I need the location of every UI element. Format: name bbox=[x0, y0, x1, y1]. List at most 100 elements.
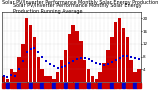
Bar bbox=[2, 76, 5, 82]
Bar bbox=[6, 79, 9, 82]
Point bbox=[134, 57, 136, 59]
Bar bbox=[126, 38, 129, 82]
Bar bbox=[56, 72, 59, 82]
Bar bbox=[137, 83, 141, 88]
Bar bbox=[114, 83, 117, 88]
Bar bbox=[75, 83, 79, 88]
Bar bbox=[64, 50, 67, 82]
Bar bbox=[79, 41, 83, 82]
Bar bbox=[83, 60, 86, 82]
Point bbox=[10, 74, 12, 76]
Text: Solar PV/Inverter Performance Monthly Solar Energy Production Running Average: Solar PV/Inverter Performance Monthly So… bbox=[13, 3, 141, 14]
Point bbox=[95, 62, 98, 64]
Point bbox=[45, 60, 47, 62]
Bar bbox=[40, 83, 44, 88]
Bar bbox=[114, 22, 117, 82]
Point bbox=[6, 76, 9, 78]
Bar bbox=[106, 50, 110, 82]
Bar bbox=[60, 83, 63, 88]
Point bbox=[22, 60, 24, 62]
Bar bbox=[91, 83, 94, 88]
Point bbox=[72, 60, 74, 62]
Bar bbox=[29, 83, 32, 88]
Bar bbox=[33, 38, 36, 82]
Bar bbox=[10, 69, 13, 82]
Point bbox=[99, 63, 101, 65]
Point bbox=[84, 57, 86, 59]
Bar bbox=[75, 31, 79, 82]
Point bbox=[118, 57, 121, 58]
Bar bbox=[79, 83, 83, 88]
Point bbox=[56, 67, 59, 68]
Bar bbox=[2, 83, 5, 88]
Bar bbox=[98, 83, 102, 88]
Bar bbox=[25, 18, 28, 82]
Bar bbox=[122, 83, 125, 88]
Bar bbox=[71, 25, 75, 82]
Point bbox=[111, 62, 113, 63]
Bar bbox=[64, 83, 67, 88]
Bar bbox=[6, 83, 9, 88]
Bar bbox=[68, 34, 71, 82]
Point bbox=[87, 59, 90, 60]
Bar bbox=[40, 69, 44, 82]
Bar bbox=[102, 63, 106, 82]
Bar bbox=[37, 83, 40, 88]
Bar bbox=[137, 69, 141, 82]
Point bbox=[130, 56, 132, 57]
Bar bbox=[83, 83, 86, 88]
Bar bbox=[133, 72, 137, 82]
Bar bbox=[44, 83, 48, 88]
Bar bbox=[118, 83, 121, 88]
Bar bbox=[71, 83, 75, 88]
Point bbox=[33, 47, 36, 49]
Bar bbox=[21, 44, 25, 82]
Bar bbox=[122, 28, 125, 82]
Bar bbox=[10, 83, 13, 88]
Bar bbox=[106, 83, 110, 88]
Bar bbox=[17, 83, 21, 88]
Bar bbox=[52, 79, 56, 82]
Point bbox=[25, 52, 28, 53]
Bar bbox=[68, 83, 71, 88]
Point bbox=[52, 66, 55, 67]
Point bbox=[103, 64, 105, 65]
Bar bbox=[95, 83, 98, 88]
Bar bbox=[126, 83, 129, 88]
Point bbox=[138, 59, 140, 60]
Point bbox=[37, 51, 40, 53]
Point bbox=[2, 75, 5, 76]
Bar bbox=[48, 83, 52, 88]
Bar bbox=[13, 83, 17, 88]
Bar bbox=[87, 69, 90, 82]
Bar bbox=[48, 76, 52, 82]
Point bbox=[91, 60, 94, 62]
Bar bbox=[25, 83, 28, 88]
Point bbox=[76, 58, 78, 60]
Bar bbox=[110, 38, 114, 82]
Bar bbox=[129, 83, 133, 88]
Bar bbox=[102, 83, 106, 88]
Point bbox=[114, 59, 117, 60]
Point bbox=[64, 65, 67, 67]
Bar bbox=[33, 83, 36, 88]
Bar bbox=[29, 25, 32, 82]
Point bbox=[49, 63, 51, 65]
Point bbox=[80, 57, 82, 59]
Point bbox=[41, 56, 44, 57]
Bar bbox=[133, 83, 137, 88]
Point bbox=[122, 55, 125, 57]
Point bbox=[14, 75, 16, 76]
Bar bbox=[129, 60, 133, 82]
Bar bbox=[98, 72, 102, 82]
Bar bbox=[17, 56, 21, 82]
Point bbox=[107, 63, 109, 65]
Point bbox=[29, 48, 32, 49]
Bar bbox=[56, 83, 59, 88]
Bar bbox=[52, 83, 56, 88]
Bar bbox=[44, 76, 48, 82]
Bar bbox=[110, 83, 114, 88]
Bar bbox=[87, 83, 90, 88]
Bar bbox=[118, 18, 121, 82]
Point bbox=[60, 66, 63, 68]
